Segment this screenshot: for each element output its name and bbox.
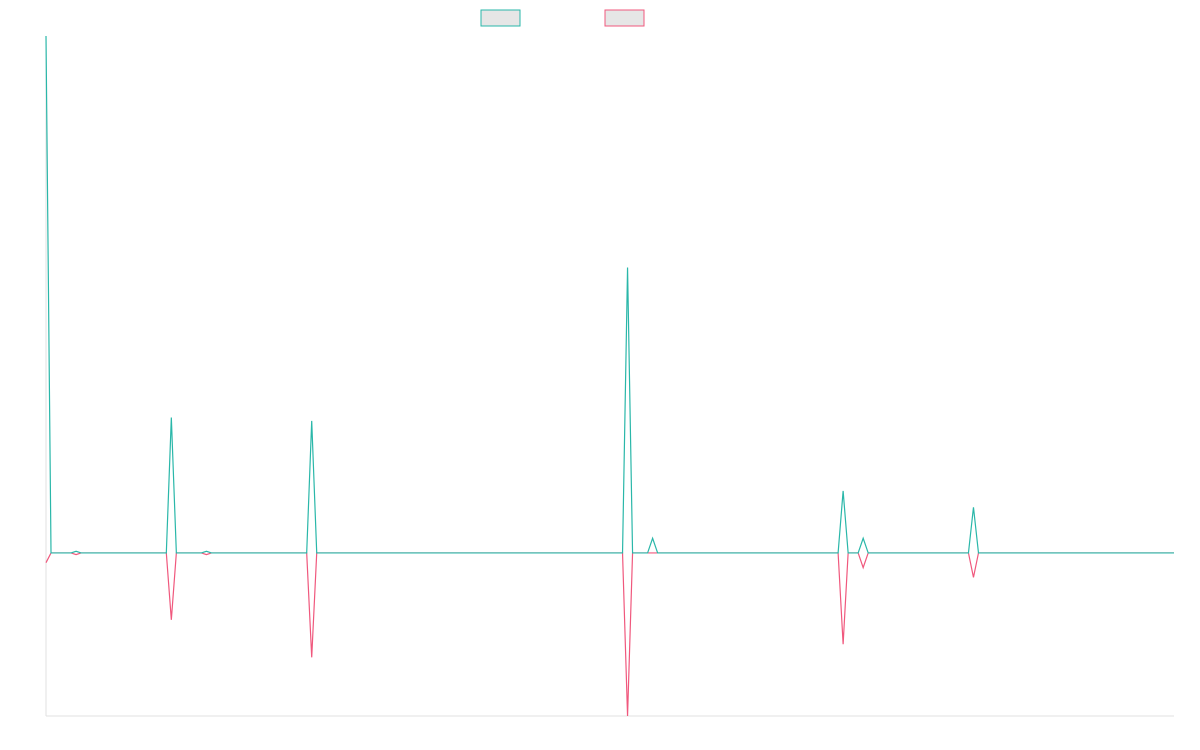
legend-swatch <box>604 9 645 27</box>
series-line <box>45 552 1174 717</box>
legend <box>480 9 645 27</box>
legend-swatch <box>480 9 521 27</box>
plot-area <box>45 35 1174 717</box>
series-line <box>45 35 1174 554</box>
